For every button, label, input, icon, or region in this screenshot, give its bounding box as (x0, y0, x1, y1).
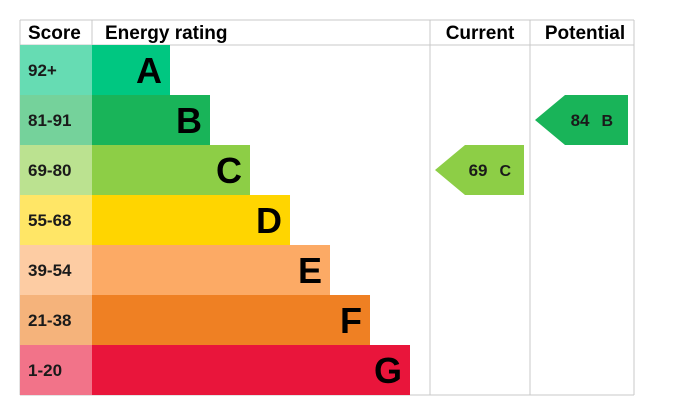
score-label-c: 69-80 (28, 161, 71, 180)
score-cell-f (20, 295, 92, 345)
potential-rating-score: 84 (571, 111, 590, 130)
rating-arrows: 69 C 84 B (435, 95, 628, 195)
band-bar-c (92, 145, 250, 195)
score-label-d: 55-68 (28, 211, 71, 230)
score-cell-d (20, 195, 92, 245)
score-cell-e (20, 245, 92, 295)
band-letter-c: C (216, 150, 242, 191)
score-label-f: 21-38 (28, 311, 71, 330)
potential-header: Potential (545, 23, 625, 44)
score-cell-g (20, 345, 92, 395)
band-bar-a (92, 45, 170, 95)
band-bar-e (92, 245, 330, 295)
current-rating-arrow (435, 145, 524, 195)
band-letter-a: A (136, 50, 162, 91)
band-bar-g (92, 345, 410, 395)
score-header: Score (28, 23, 81, 44)
band-letter-f: F (340, 300, 362, 341)
score-label-a: 92+ (28, 61, 57, 80)
score-label-b: 81-91 (28, 111, 71, 130)
current-header: Current (446, 23, 515, 44)
band-letter-e: E (298, 250, 322, 291)
score-cell-c (20, 145, 92, 195)
header-row: Score Energy rating Current Potential (28, 23, 625, 44)
band-bar-b (92, 95, 210, 145)
score-label-e: 39-54 (28, 261, 72, 280)
score-label-g: 1-20 (28, 361, 62, 380)
energy-rating-header: Energy rating (105, 23, 227, 44)
potential-rating-arrow (535, 95, 628, 145)
current-rating-score: 69 (469, 161, 488, 180)
rating-bands: 92+ A 81-91 B 69-80 C 55-68 D 39-54 E 21-38 F 1-20 G (20, 45, 410, 395)
band-letter-d: D (256, 200, 282, 241)
band-letter-b: B (176, 100, 202, 141)
potential-rating-letter: B (602, 113, 614, 130)
score-cell-a (20, 45, 92, 95)
band-bar-d (92, 195, 290, 245)
current-rating-letter: C (500, 163, 512, 180)
band-letter-g: G (374, 350, 402, 391)
score-cell-b (20, 95, 92, 145)
band-bar-f (92, 295, 370, 345)
